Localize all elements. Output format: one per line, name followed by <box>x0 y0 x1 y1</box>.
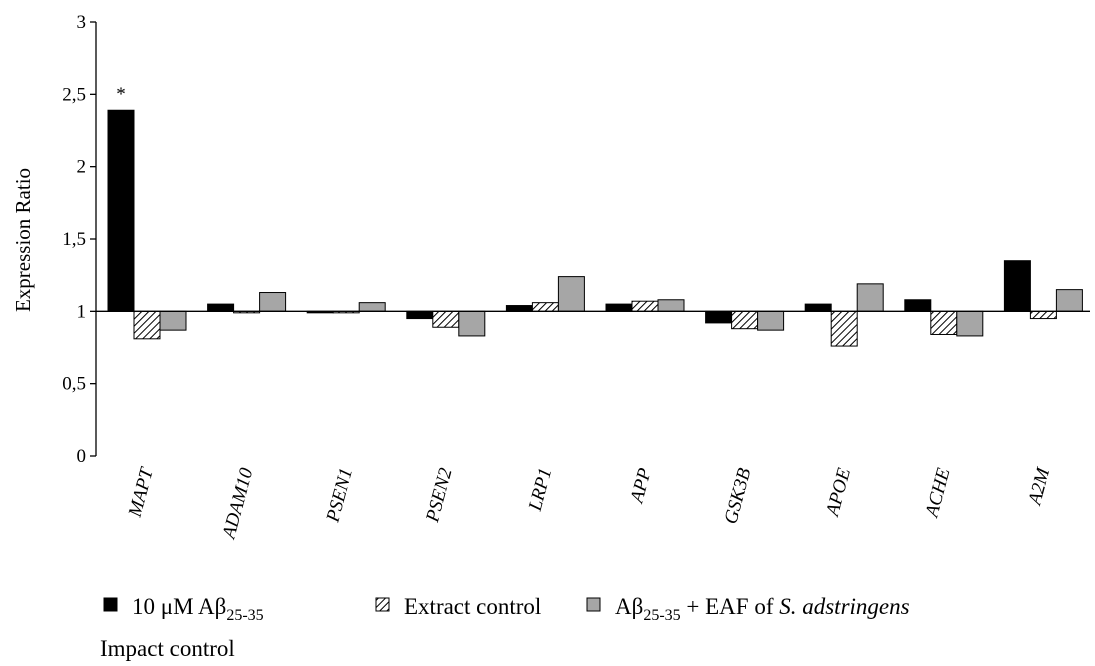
bars <box>107 109 1083 347</box>
significance-marker: * <box>116 84 126 105</box>
y-tick-label: 3 <box>77 12 87 33</box>
legend-label: Aβ25-35 + EAF of S. adstringens <box>615 594 910 624</box>
annotations: * <box>116 84 126 105</box>
bar-a2m-series-1 <box>1003 260 1031 312</box>
x-tick-label: APOE <box>822 465 855 520</box>
y-tick-label: 0,5 <box>62 374 86 395</box>
bar-apoe-series-1 <box>804 303 832 312</box>
legend-swatch <box>375 597 390 612</box>
bar-a2m-series-3 <box>1055 289 1083 312</box>
legend-swatch <box>586 597 601 612</box>
y-tick-label: 0 <box>77 446 87 467</box>
bar-mapt-series-1 <box>107 109 135 312</box>
y-tick-label: 2,5 <box>62 84 86 105</box>
x-tick-label: PSEN2 <box>422 465 457 525</box>
bar-gsk3b-series-1 <box>705 310 733 324</box>
x-tick-label: MAPT <box>124 464 158 520</box>
bar-apoe-series-3 <box>856 283 884 312</box>
legend: 10 μM Aβ25-35 Extract control Aβ25-35 + EA… <box>103 594 910 624</box>
bar-lrp1-series-1 <box>505 305 533 312</box>
bar-apoe-series-2 <box>830 310 858 347</box>
bar-lrp1-series-3 <box>557 276 585 312</box>
x-tick-label: GSK3B <box>720 465 755 526</box>
y-tick-label: 1 <box>77 301 87 322</box>
legend-label: Extract control <box>404 594 541 619</box>
bar-adam10-series-3 <box>259 292 287 312</box>
legend-label: 10 μM Aβ25-35 <box>132 594 264 624</box>
bar-ache-series-3 <box>956 310 984 337</box>
x-tick-label: PSEN1 <box>322 466 357 525</box>
bar-app-series-1 <box>605 303 633 312</box>
bar-lrp1-series-2 <box>531 302 559 312</box>
bar-app-series-3 <box>657 299 685 312</box>
y-tick-label: 1,5 <box>62 229 86 250</box>
bar-gsk3b-series-2 <box>731 310 759 330</box>
bar-adam10-series-1 <box>207 303 235 312</box>
bar-app-series-2 <box>631 300 659 312</box>
bar-psen1-series-3 <box>358 302 386 312</box>
bar-gsk3b-series-3 <box>757 310 785 331</box>
bar-psen2-series-2 <box>432 310 460 328</box>
legend-extra-line: Impact control <box>100 636 235 661</box>
bar-psen2-series-1 <box>406 310 434 320</box>
bar-psen2-series-3 <box>458 310 486 337</box>
bar-ache-series-1 <box>904 299 932 312</box>
y-axis <box>90 21 97 457</box>
bar-mapt-series-3 <box>159 310 187 331</box>
x-tick-label: A2M <box>1024 465 1055 509</box>
y-tick-label: 2 <box>77 157 87 178</box>
y-axis-label: Expression Ratio <box>11 168 35 312</box>
x-tick-label: LRP1 <box>524 466 556 514</box>
x-tick-labels: MAPT ADAM10 PSEN1 PSEN2 LRP1 APP GSK3B APOE ACHE… <box>124 464 1054 542</box>
y-tick-labels: 0 0,5 1 1,5 2 2,5 3 <box>62 12 86 467</box>
x-tick-label: ADAM10 <box>218 465 258 542</box>
bar-a2m-series-2 <box>1029 310 1057 320</box>
x-tick-label: APP <box>626 465 656 506</box>
bar-ache-series-2 <box>930 310 958 335</box>
legend-swatch <box>103 597 118 612</box>
bar-mapt-series-2 <box>133 310 161 340</box>
x-tick-label: ACHE <box>921 465 955 521</box>
